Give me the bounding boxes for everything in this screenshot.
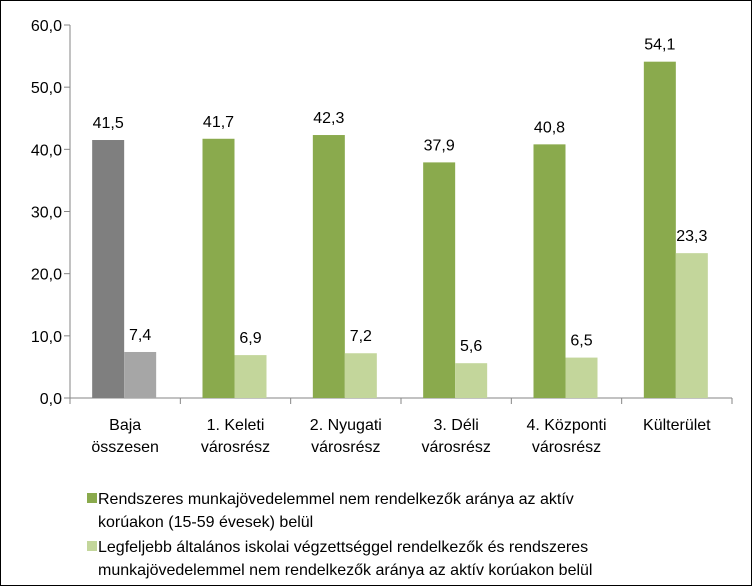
y-tick-label: 10,0 — [31, 329, 62, 346]
data-label: 23,3 — [676, 228, 707, 245]
category-label: városrész — [201, 439, 270, 456]
y-tick-label: 40,0 — [31, 142, 62, 159]
data-label: 5,6 — [460, 338, 482, 355]
bar-series1-3 — [423, 162, 456, 398]
category-label: 1. Keleti — [207, 417, 265, 434]
data-label: 41,5 — [93, 115, 124, 132]
legend-swatch-series2 — [87, 541, 97, 551]
legend-swatch-series1 — [87, 493, 97, 503]
data-label: 42,3 — [313, 110, 344, 127]
category-label: Baja — [109, 417, 141, 434]
y-tick-label: 30,0 — [31, 205, 62, 222]
bar-series2-1 — [234, 355, 267, 398]
legend-label: munkajövedelemmel nem rendelkezők aránya… — [98, 562, 592, 579]
y-tick-label: 20,0 — [31, 267, 62, 284]
category-label: Külterület — [643, 417, 711, 434]
category-label: városrész — [532, 439, 601, 456]
bar-series2-3 — [455, 363, 488, 398]
bar-series1-1 — [202, 138, 235, 398]
category-label: 2. Nyugati — [310, 417, 382, 434]
legend-label: Rendszeres munkajövedelemmel nem rendelk… — [98, 491, 574, 508]
bar-series1-5 — [643, 61, 676, 398]
bar-series1-4 — [533, 144, 566, 398]
legend-label: Legfeljebb általános iskolai végzettségg… — [98, 539, 588, 556]
legend-label: korúakon (15-59 évesek) belül — [98, 514, 313, 531]
bar-series2-5 — [675, 253, 708, 398]
category-label: 3. Déli — [433, 417, 478, 434]
bar-series1-0 — [92, 140, 125, 398]
y-tick-label: 60,0 — [31, 18, 62, 35]
bar-series2-4 — [565, 357, 598, 398]
bar-series1-2 — [312, 135, 345, 398]
data-label: 41,7 — [203, 114, 234, 131]
data-label: 7,2 — [350, 328, 372, 345]
bar-series2-2 — [344, 353, 377, 398]
data-label: 54,1 — [644, 37, 675, 54]
y-tick-label: 50,0 — [31, 80, 62, 97]
category-label: városrész — [311, 439, 380, 456]
category-label: összesen — [91, 439, 159, 456]
y-tick-label: 0,0 — [40, 391, 62, 408]
data-label: 6,5 — [570, 333, 592, 350]
data-label: 37,9 — [424, 137, 455, 154]
bar-series2-0 — [124, 351, 157, 398]
data-label: 6,9 — [239, 330, 261, 347]
data-label: 40,8 — [534, 119, 565, 136]
category-label: városrész — [421, 439, 490, 456]
data-label: 7,4 — [129, 327, 151, 344]
category-label: 4. Központi — [526, 417, 606, 434]
